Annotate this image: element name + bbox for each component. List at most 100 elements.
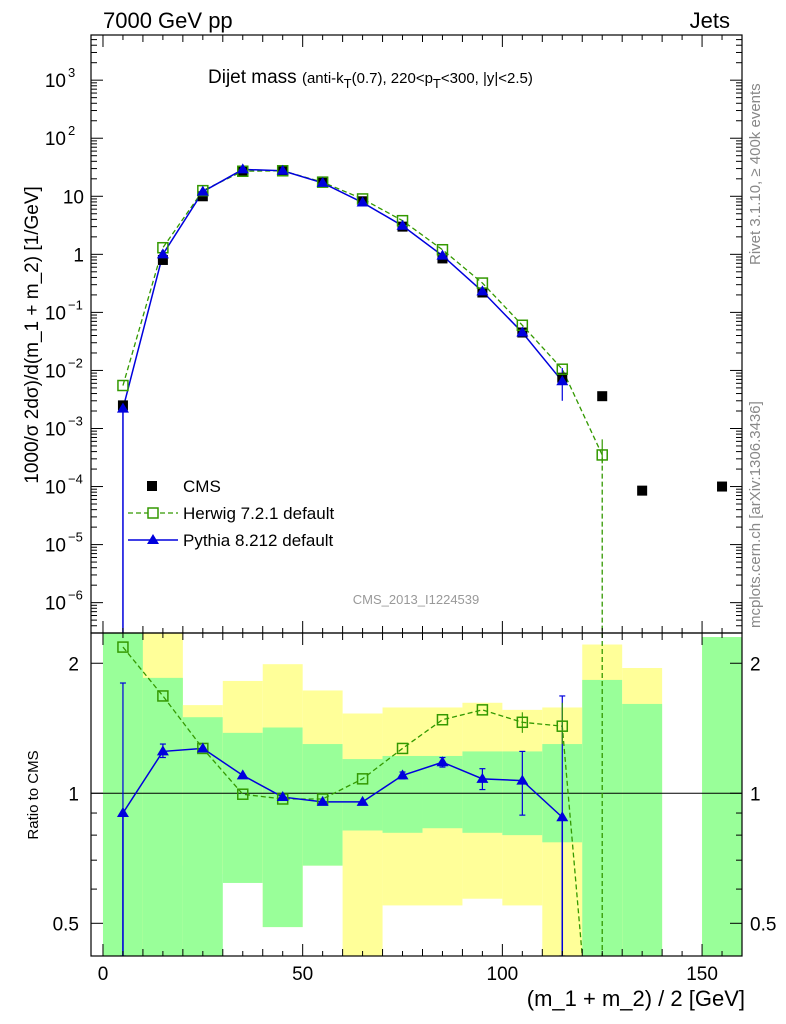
- x-axis-label: (m_1 + m_2) / 2 [GeV]: [527, 986, 745, 1011]
- pythia-ratio-point-7: [396, 769, 409, 780]
- ratio-y-tick-label-right-1: 1: [750, 784, 761, 805]
- main-y-tick-label-8: 10: [45, 129, 66, 150]
- side-rivet-label: Rivet 3.1.10, ≥ 400k events: [747, 83, 764, 265]
- pythia-ratio-point-6: [356, 795, 369, 806]
- band-inner-9: [462, 751, 503, 833]
- cms-point-1: [157, 254, 168, 265]
- pythia-point-5: [316, 176, 329, 187]
- ratio-y-tick-label-right-2: 2: [750, 654, 761, 675]
- main-y-tick-exp-5: −1: [68, 297, 83, 312]
- herwig-point-11: [556, 363, 569, 375]
- header-jets-label: Jets: [690, 8, 730, 33]
- legend-herwig-marker: [147, 507, 159, 519]
- ratio-uncertainty-bands: [102, 633, 742, 956]
- band-inner-3: [222, 732, 263, 883]
- plot-title-sub-a-index: T: [344, 76, 352, 91]
- pythia-ratio-point-11: [556, 811, 569, 822]
- pythia-ratio-point-10: [516, 774, 529, 785]
- ratio-y-axis-label: Ratio to CMS: [25, 750, 42, 839]
- pythia-point-1: [156, 248, 169, 259]
- pythia-point-7: [396, 219, 409, 230]
- ratio-series-group: [116, 633, 603, 956]
- pythia-ratio-point-2: [196, 742, 209, 753]
- pythia-ratio-point-9: [476, 772, 489, 783]
- ratio-frame: [90, 632, 743, 957]
- cms-point-13: [637, 485, 648, 496]
- pythia-ratio-line: [122, 747, 563, 818]
- ratio-y-tick-label-left-2: 2: [68, 654, 79, 675]
- pythia-ratio-point-8: [436, 756, 449, 767]
- ratio-y-tick-label-left-0.5: 0.5: [53, 914, 79, 935]
- legend: CMS Herwig 7.2.1 default Pythia 8.212 de…: [128, 477, 334, 550]
- band-inner-7: [382, 755, 423, 833]
- herwig-ratio-point-10: [516, 716, 529, 729]
- x-tick-label-150: 150: [686, 964, 718, 985]
- main-y-tick-exp-2: −4: [68, 472, 83, 487]
- pythia-ratio-point-4: [276, 791, 289, 802]
- plot-title-sub-a: (anti-k: [302, 70, 344, 87]
- band-outer-6: [342, 713, 383, 956]
- herwig-point-12: [596, 449, 608, 461]
- x-tick-label-100: 100: [487, 964, 519, 985]
- legend-pythia-label: Pythia 8.212 default: [183, 531, 334, 550]
- plot-title-sub-c: <300, |y|<2.5): [441, 70, 533, 87]
- herwig-ratio-point-8: [436, 713, 449, 726]
- pythia-main-line: [122, 168, 563, 633]
- pythia-point-11: [556, 375, 569, 386]
- main-y-axis-label: 1000/σ 2dσ)/d(m_1 + m_2) [1/GeV]: [22, 186, 43, 484]
- pythia-ratio-point-3: [236, 769, 249, 780]
- herwig-ratio-point-1: [157, 690, 169, 702]
- main-y-tick-label-3: 10: [45, 419, 66, 440]
- main-y-tick-label-0: 10: [45, 594, 66, 615]
- herwig-ratio-point-6: [356, 773, 369, 785]
- ratio-y-tick-label-right-0.5: 0.5: [750, 914, 776, 935]
- herwig-ratio-point-3: [237, 788, 249, 800]
- main-y-tick-exp-0: −6: [68, 588, 83, 603]
- analysis-watermark: CMS_2013_I1224539: [353, 592, 480, 607]
- pythia-ratio-point-5: [316, 795, 329, 806]
- main-y-tick-exp-4: −2: [68, 355, 83, 370]
- header-energy-label: 7000 GeV pp: [103, 8, 233, 33]
- legend-herwig-label: Herwig 7.2.1 default: [183, 504, 334, 523]
- side-mcplots-label: mcplots.cern.ch [arXiv:1306.3436]: [747, 401, 764, 628]
- band-inner-1: [142, 677, 183, 956]
- plot-title-main: Dijet mass: [208, 67, 297, 88]
- x-tick-label-50: 50: [292, 964, 313, 985]
- herwig-ratio-point-11: [556, 720, 569, 732]
- main-y-tick-label-1: 10: [45, 536, 66, 557]
- series-layer: [116, 163, 728, 956]
- main-y-tick-exp-3: −3: [68, 413, 83, 428]
- main-y-tick-label-4: 10: [45, 361, 66, 382]
- legend-pythia-marker: [147, 534, 159, 544]
- herwig-ratio-point-0: [117, 641, 129, 653]
- band-inner-13: [622, 703, 663, 956]
- x-tick-label-0: 0: [98, 964, 109, 985]
- herwig-point-0: [117, 379, 129, 392]
- cms-point-14: [717, 481, 728, 492]
- legend-cms-marker: [147, 481, 157, 491]
- pythia-point-6: [356, 196, 369, 207]
- plot-title: Dijet mass (anti-kT(0.7), 220<pT<300, |y…: [208, 67, 533, 91]
- pythia-point-3: [236, 163, 249, 174]
- pythia-point-8: [436, 249, 449, 260]
- pythia-point-9: [476, 285, 489, 296]
- main-y-tick-label-9: 10: [45, 71, 66, 92]
- pythia-ratio-point-0: [116, 807, 129, 818]
- pythia-point-4: [276, 164, 289, 175]
- herwig-ratio-point-7: [396, 742, 409, 755]
- main-y-tick-exp-8: 2: [68, 123, 75, 138]
- main-y-tick-label-2: 10: [45, 478, 66, 499]
- main-y-tick-exp-9: 3: [68, 65, 75, 80]
- band-inner-6: [342, 759, 383, 831]
- ratio-y-tick-label-left-1: 1: [68, 784, 79, 805]
- herwig-ratio-point-9: [476, 704, 489, 716]
- pythia-point-2: [196, 185, 209, 196]
- pythia-point-10: [516, 326, 529, 337]
- band-inner-4: [262, 727, 303, 928]
- legend-cms-label: CMS: [183, 477, 221, 496]
- band-inner-14: [702, 637, 742, 956]
- plot-title-sub-b-index: T: [433, 76, 441, 91]
- main-series-group: [116, 163, 728, 633]
